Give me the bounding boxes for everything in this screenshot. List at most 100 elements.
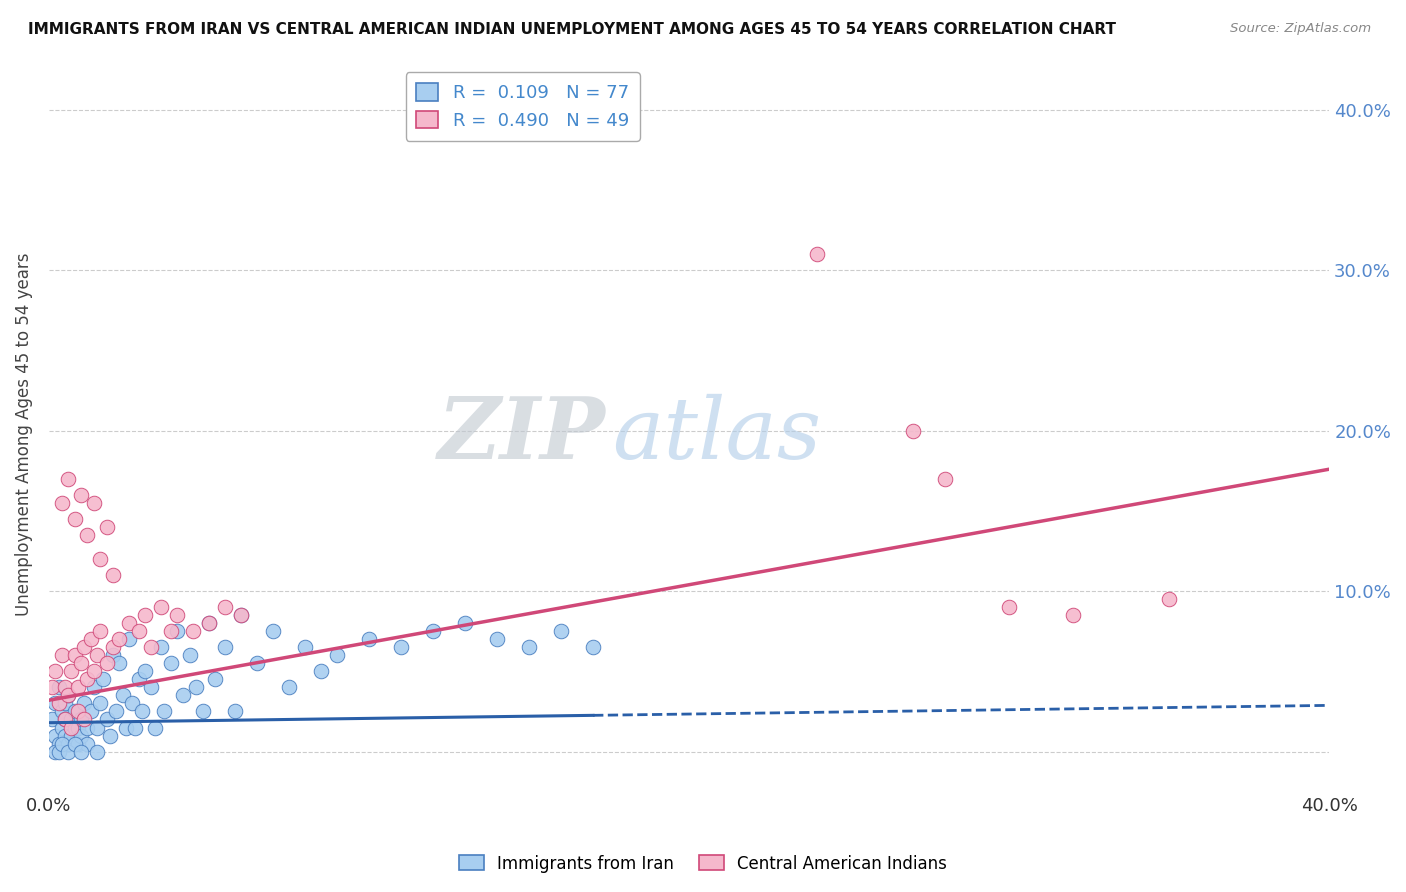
Point: [60, 713, 83, 727]
Point: [70, 729, 93, 743]
Point: [79, 705, 101, 719]
Point: [159, 624, 181, 639]
Point: [262, 624, 284, 639]
Point: [582, 640, 605, 655]
Point: [70, 713, 93, 727]
Point: [63, 512, 86, 526]
Point: [998, 600, 1021, 615]
Point: [96, 657, 118, 671]
Point: [101, 640, 124, 655]
Point: [229, 608, 252, 623]
Point: [166, 608, 188, 623]
Point: [118, 616, 141, 631]
Point: [73, 697, 96, 711]
Point: [86, 648, 108, 663]
Point: [44, 745, 66, 759]
Point: [63, 737, 86, 751]
Point: [214, 640, 236, 655]
Point: [550, 624, 572, 639]
Point: [89, 624, 111, 639]
Text: atlas: atlas: [612, 393, 821, 476]
Point: [83, 665, 105, 679]
Point: [191, 705, 214, 719]
Point: [70, 488, 93, 502]
Point: [60, 729, 83, 743]
Point: [131, 705, 153, 719]
Point: [124, 721, 146, 735]
Point: [76, 721, 98, 735]
Point: [806, 247, 828, 261]
Point: [48, 697, 70, 711]
Point: [101, 568, 124, 582]
Point: [517, 640, 540, 655]
Point: [63, 705, 86, 719]
Point: [83, 496, 105, 510]
Point: [108, 657, 131, 671]
Point: [44, 665, 66, 679]
Point: [101, 648, 124, 663]
Point: [53, 713, 76, 727]
Point: [53, 681, 76, 695]
Point: [294, 640, 316, 655]
Point: [51, 737, 73, 751]
Point: [73, 713, 96, 727]
Point: [454, 616, 477, 631]
Point: [486, 632, 509, 647]
Point: [66, 705, 89, 719]
Point: [51, 496, 73, 510]
Point: [51, 648, 73, 663]
Point: [150, 640, 173, 655]
Point: [98, 729, 121, 743]
Point: [48, 681, 70, 695]
Point: [86, 745, 108, 759]
Point: [134, 665, 156, 679]
Point: [143, 721, 166, 735]
Point: [76, 528, 98, 542]
Text: ZIP: ZIP: [439, 393, 606, 476]
Point: [204, 673, 226, 687]
Point: [111, 689, 134, 703]
Point: [166, 624, 188, 639]
Text: IMMIGRANTS FROM IRAN VS CENTRAL AMERICAN INDIAN UNEMPLOYMENT AMONG AGES 45 TO 54: IMMIGRANTS FROM IRAN VS CENTRAL AMERICAN…: [28, 22, 1116, 37]
Point: [108, 632, 131, 647]
Point: [89, 697, 111, 711]
Point: [89, 552, 111, 566]
Point: [73, 640, 96, 655]
Point: [105, 705, 128, 719]
Point: [56, 689, 79, 703]
Point: [159, 657, 181, 671]
Point: [70, 745, 93, 759]
Point: [56, 472, 79, 486]
Y-axis label: Unemployment Among Ages 45 to 54 years: Unemployment Among Ages 45 to 54 years: [15, 253, 32, 616]
Point: [51, 721, 73, 735]
Point: [56, 737, 79, 751]
Point: [70, 657, 93, 671]
Point: [229, 608, 252, 623]
Text: Source: ZipAtlas.com: Source: ZipAtlas.com: [1230, 22, 1371, 36]
Point: [76, 673, 98, 687]
Point: [56, 745, 79, 759]
Point: [79, 632, 101, 647]
Point: [389, 640, 412, 655]
Point: [901, 424, 924, 438]
Point: [63, 648, 86, 663]
Point: [53, 713, 76, 727]
Point: [83, 681, 105, 695]
Point: [66, 681, 89, 695]
Point: [60, 721, 83, 735]
Point: [53, 729, 76, 743]
Point: [48, 737, 70, 751]
Point: [93, 673, 115, 687]
Point: [96, 520, 118, 534]
Point: [141, 681, 163, 695]
Point: [63, 721, 86, 735]
Point: [150, 600, 173, 615]
Point: [56, 689, 79, 703]
Point: [60, 665, 83, 679]
Point: [66, 737, 89, 751]
Point: [1062, 608, 1084, 623]
Point: [128, 673, 150, 687]
Legend: R =  0.109   N = 77, R =  0.490   N = 49: R = 0.109 N = 77, R = 0.490 N = 49: [406, 72, 640, 141]
Legend: Immigrants from Iran, Central American Indians: Immigrants from Iran, Central American I…: [453, 848, 953, 880]
Point: [53, 697, 76, 711]
